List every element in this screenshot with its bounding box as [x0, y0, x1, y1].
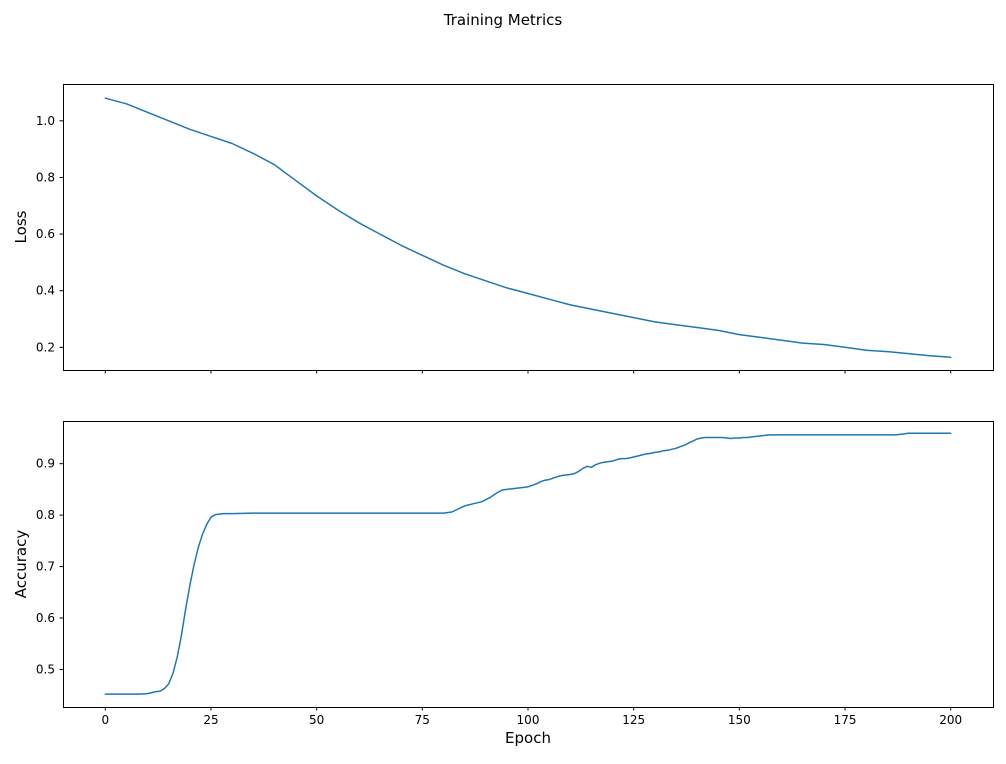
accuracy-y-tick-label: 0.8 [36, 508, 55, 522]
accuracy-x-tick-label: 100 [517, 713, 540, 727]
accuracy-x-tick-label: 150 [728, 713, 751, 727]
loss-y-tick-label: 0.8 [36, 170, 55, 184]
loss-y-tick-label: 0.6 [36, 227, 55, 241]
accuracy-y-tick-label: 0.9 [36, 457, 55, 471]
y-axis-label-loss: Loss [12, 210, 30, 244]
accuracy-x-tick-label: 75 [415, 713, 430, 727]
accuracy-y-tick-label: 0.7 [36, 560, 55, 574]
accuracy-x-tick-label: 200 [939, 713, 962, 727]
accuracy-x-tick-label: 50 [309, 713, 324, 727]
figure-title: Training Metrics [443, 11, 563, 29]
accuracy-series-line [104, 432, 952, 695]
loss-y-tick-label: 0.4 [36, 284, 55, 298]
accuracy-x-tick-label: 125 [622, 713, 645, 727]
loss-series-line [104, 97, 952, 359]
accuracy-x-tick-label: 0 [101, 713, 109, 727]
accuracy-axes-frame [63, 421, 994, 708]
loss-y-tick-label: 0.2 [36, 340, 55, 354]
accuracy-y-tick-label: 0.6 [36, 611, 55, 625]
loss-axes-frame [63, 84, 994, 371]
accuracy-x-tick-label: 175 [834, 713, 857, 727]
accuracy-y-tick-label: 0.5 [36, 662, 55, 676]
loss-y-tick-label: 1.0 [36, 114, 55, 128]
x-axis-label-epoch: Epoch [505, 729, 551, 747]
accuracy-x-tick-label: 25 [203, 713, 218, 727]
y-axis-label-accuracy: Accuracy [12, 529, 30, 599]
